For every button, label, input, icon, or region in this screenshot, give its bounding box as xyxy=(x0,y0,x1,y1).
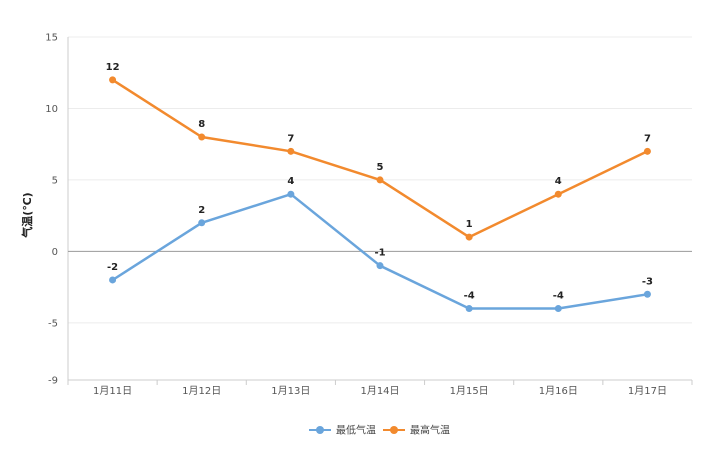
data-label: 8 xyxy=(198,119,205,130)
x-tick-label: 1月14日 xyxy=(360,385,399,397)
data-label: 4 xyxy=(555,176,562,187)
data-point[interactable] xyxy=(554,305,562,313)
data-point[interactable] xyxy=(554,190,562,198)
y-tick-label: 15 xyxy=(45,33,58,44)
data-label: 1 xyxy=(466,219,473,230)
data-point[interactable] xyxy=(198,219,206,227)
data-point[interactable] xyxy=(465,233,473,241)
data-point[interactable] xyxy=(287,190,295,198)
data-label: 12 xyxy=(106,62,120,73)
data-label: -4 xyxy=(464,291,475,302)
data-label: 7 xyxy=(287,133,294,144)
data-label: 7 xyxy=(644,133,651,144)
y-tick-label: 5 xyxy=(52,175,58,186)
legend-swatch-marker[interactable] xyxy=(316,426,324,434)
data-point[interactable] xyxy=(376,176,384,184)
data-point[interactable] xyxy=(643,290,651,298)
legend: 最低气温 最高气温 xyxy=(309,424,450,437)
data-label: 5 xyxy=(377,162,384,173)
data-point[interactable] xyxy=(109,76,117,84)
data-point[interactable] xyxy=(376,262,384,270)
data-label: 2 xyxy=(198,205,205,216)
data-point[interactable] xyxy=(465,305,473,313)
y-axis-label: 气温(℃) xyxy=(20,192,34,238)
data-point[interactable] xyxy=(198,133,206,141)
x-tick-label: 1月13日 xyxy=(271,385,310,397)
grid-lines xyxy=(68,36,692,381)
data-label: 4 xyxy=(287,176,294,187)
y-tick-label: 10 xyxy=(45,104,58,115)
data-point[interactable] xyxy=(109,276,117,284)
data-point[interactable] xyxy=(287,147,295,155)
data-label: -4 xyxy=(553,291,564,302)
series-lines xyxy=(109,76,651,313)
series-line xyxy=(111,78,648,239)
x-tick-label: 1月17日 xyxy=(628,385,667,397)
data-label: -3 xyxy=(642,276,653,287)
data-label: -1 xyxy=(374,248,385,259)
data-labels: -2 2 4 -1 -4 -4 -3 12 8 7 5 1 4 7 xyxy=(106,62,653,302)
x-tick-label: 1月16日 xyxy=(539,385,578,397)
legend-swatch-marker[interactable] xyxy=(390,426,398,434)
y-tick-label: -5 xyxy=(48,318,58,329)
x-tick-label: 1月15日 xyxy=(450,385,489,397)
data-point[interactable] xyxy=(643,147,651,155)
y-tick-label: -9 xyxy=(48,376,58,387)
x-tick-label: 1月11日 xyxy=(93,385,132,397)
y-tick-label: 0 xyxy=(52,247,58,258)
x-tick-label: 1月12日 xyxy=(182,385,221,397)
legend-label[interactable]: 最低气温 xyxy=(336,424,376,437)
data-label: -2 xyxy=(107,262,118,273)
legend-label[interactable]: 最高气温 xyxy=(410,424,450,437)
